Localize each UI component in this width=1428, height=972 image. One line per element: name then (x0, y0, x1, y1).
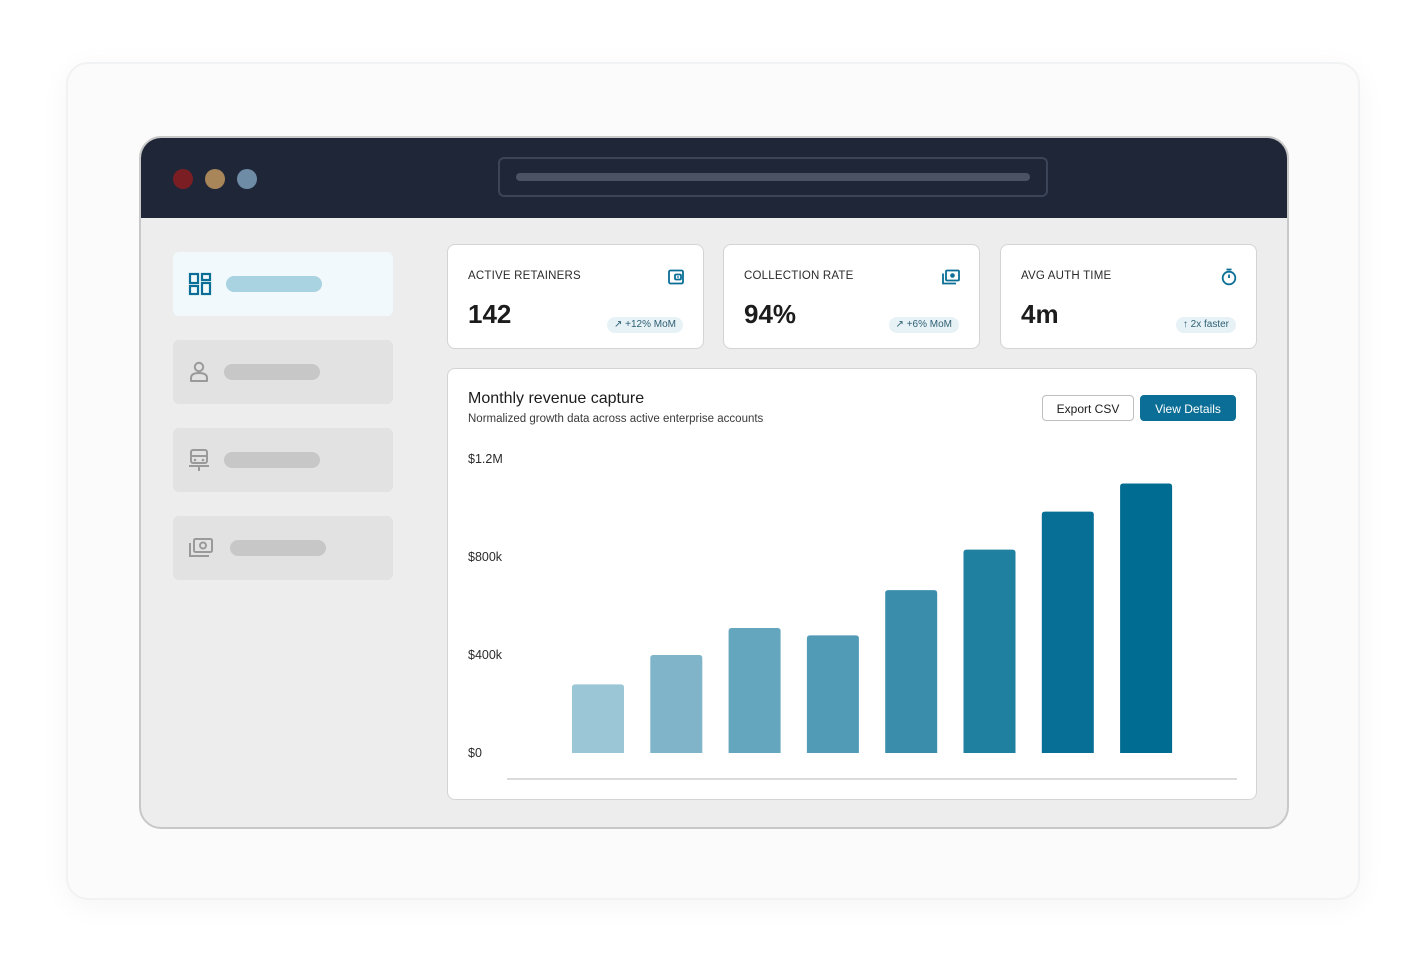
vehicle-icon (189, 449, 209, 471)
stopwatch-icon (1221, 268, 1237, 286)
chart-bar[interactable] (728, 628, 781, 753)
close-window-dot[interactable] (173, 169, 193, 189)
y-axis-tick-label: $1.2M (468, 452, 503, 466)
chart-bar[interactable] (1120, 483, 1173, 754)
chart-bar[interactable] (963, 549, 1016, 753)
dashboard-icon (188, 272, 212, 296)
y-axis-tick-label: $0 (468, 746, 482, 760)
chart-bar[interactable] (806, 635, 859, 753)
chart-subtitle: Normalized growth data across active ent… (468, 413, 764, 425)
chart-bar[interactable] (885, 590, 938, 753)
view-details-button[interactable]: View Details (1140, 395, 1236, 421)
stat-label: AVG AUTH TIME (1021, 270, 1112, 282)
money-icon (189, 538, 213, 557)
stat-value: 94% (744, 299, 797, 329)
stat-label: COLLECTION RATE (744, 270, 854, 282)
app-window: ACTIVE RETAINERS 142 ↗ +12% MoM COLLECTI… (139, 136, 1289, 829)
revenue-bar-chart: $0 $400k $800k $1.2M (468, 452, 1237, 780)
sidebar-item-label-placeholder (224, 452, 320, 468)
trend-badge: ↗ +6% MoM (888, 317, 959, 333)
trend-badge: ↗ +12% MoM (606, 317, 683, 333)
sidebar-item-users[interactable] (173, 340, 393, 404)
minimize-window-dot[interactable] (205, 169, 225, 189)
cash-icon (942, 269, 960, 285)
stat-value: 142 (468, 299, 512, 329)
wallet-icon (668, 269, 684, 285)
y-axis-tick-label: $800k (468, 550, 503, 564)
chart-bar[interactable] (572, 684, 624, 753)
stat-card-collection-rate: COLLECTION RATE 94% ↗ +6% MoM (723, 244, 980, 349)
address-bar[interactable] (498, 157, 1048, 197)
sidebar-item-vehicles[interactable] (173, 428, 393, 492)
trend-badge: ↑ 2x faster (1175, 317, 1236, 333)
revenue-chart-card: $0 $400k $800k $1.2M Monthly revenue captur… (447, 368, 1257, 800)
window-titlebar (141, 138, 1287, 218)
stat-label: ACTIVE RETAINERS (468, 270, 581, 282)
stat-card-avg-auth-time: AVG AUTH TIME 4m ↑ 2x faster (1000, 244, 1257, 349)
sidebar-item-label-placeholder (230, 540, 326, 556)
export-csv-button[interactable]: Export CSV (1042, 395, 1134, 421)
stat-value: 4m (1021, 299, 1059, 329)
chart-bar[interactable] (1041, 511, 1094, 753)
chart-title: Monthly revenue capture (468, 390, 645, 407)
user-icon (190, 361, 208, 382)
y-axis-tick-label: $400k (468, 648, 503, 662)
chart-bar[interactable] (650, 655, 703, 753)
sidebar-item-label-placeholder (226, 276, 322, 292)
sidebar-item-payments[interactable] (173, 516, 393, 580)
sidebar-item-label-placeholder (224, 364, 320, 380)
sidebar-item-dashboard[interactable] (173, 252, 393, 316)
address-bar-placeholder (516, 173, 1030, 181)
stat-card-active-retainers: ACTIVE RETAINERS 142 ↗ +12% MoM (447, 244, 704, 349)
maximize-window-dot[interactable] (237, 169, 257, 189)
